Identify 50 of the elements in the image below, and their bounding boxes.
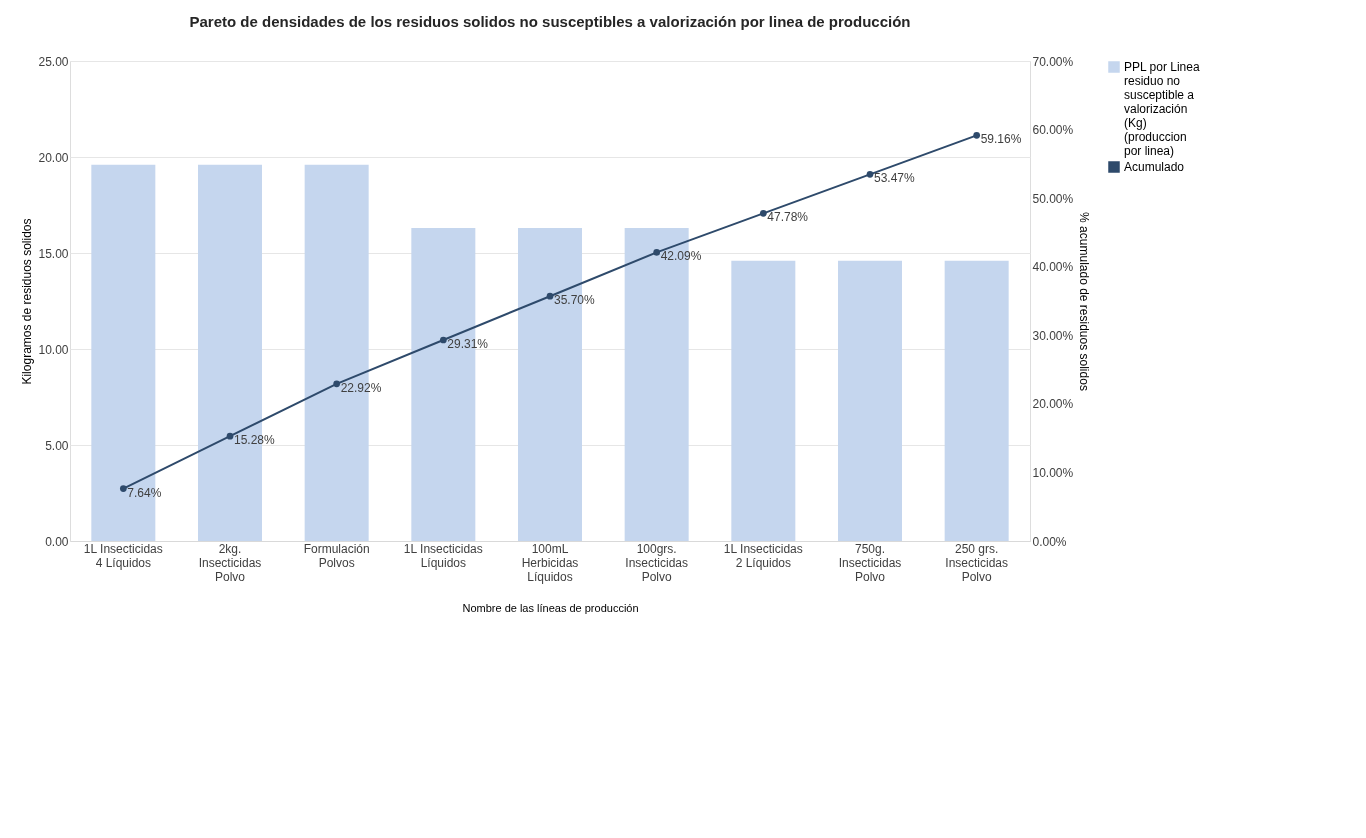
point [119,485,127,492]
data-label: 53.47% [874,171,916,186]
point [973,131,981,139]
y-tick-label: 10.00 [38,342,69,357]
x-tick-label: 750g. Insecticidas Polvo [838,541,902,584]
data-label: 22.92% [340,380,382,395]
y2-axis-title: % acumulado de residuos solidos [1077,212,1092,391]
x-tick-label: 1L Insecticidas Líquidos [403,541,483,570]
point [546,292,554,300]
data-label: 35.70% [554,293,596,308]
legend-label: PPL por Linea residuo no susceptible a valorización (Kg) (produccion por linea) [1124,60,1200,158]
data-label: 59.16% [980,132,1022,147]
y2-tick-label: 50.00% [1032,191,1074,206]
y-tick-label: 20.00 [38,150,69,165]
x-tick-label: 1L Insecticidas 2 Líquidos [723,541,803,570]
point [439,336,447,344]
data-label: 47.78% [767,210,809,225]
bar [838,260,902,541]
y-tick-label: 25.00 [38,54,69,69]
y2-tick-label: 70.00% [1032,54,1074,69]
data-label: 15.28% [234,433,276,448]
y-tick-label: 5.00 [45,438,69,453]
bar [944,260,1009,541]
point [333,380,341,388]
y-axis-title: Kilogramos de residuos solidos [20,218,35,385]
y2-tick-label: 60.00% [1032,123,1074,138]
x-tick-label: 100grs. Insecticidas Polvo [625,541,689,584]
x-tick-label: 100mL Herbicidas Líquidos [521,541,579,584]
point [866,171,874,178]
y2-tick-label: 0.00% [1032,534,1067,549]
y2-tick-label: 20.00% [1032,397,1074,412]
x-axis-title: Nombre de las líneas de producción [462,601,639,614]
y2-tick-label: 30.00% [1032,328,1074,343]
y2-tick-label: 10.00% [1032,465,1074,480]
data-label: 29.31% [447,337,489,352]
point [759,210,767,217]
chart-title: Pareto de densidades de los residuos solidos no susceptibles a valorización por linea de producción [189,13,911,30]
point [226,432,234,440]
legend-label: Acumulado [1124,160,1185,174]
point [653,249,661,256]
bar [731,260,796,541]
y-tick-label: 15.00 [38,246,69,261]
x-tick-label: 250 grs. Insecticidas Polvo [945,541,1009,584]
y2-tick-label: 40.00% [1032,260,1074,275]
data-label: 42.09% [660,249,702,264]
x-tick-label: 2kg. Insecticidas Polvo [198,541,262,584]
x-tick-label: 1L Insecticidas 4 Líquidos [83,541,163,570]
data-label: 7.64% [127,485,162,500]
x-tick-label: Formulación Polvos [303,541,370,570]
y-tick-label: 0.00 [45,534,69,549]
